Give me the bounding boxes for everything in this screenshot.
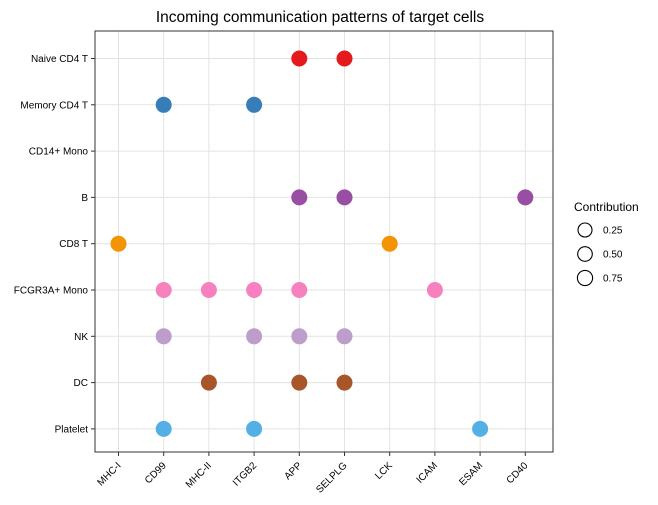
data-point [291, 282, 308, 298]
y-tick-label: CD8 T [59, 239, 88, 250]
legend-label: 0.50 [603, 250, 623, 261]
y-tick-label: B [81, 193, 88, 204]
data-points [110, 50, 534, 437]
data-point [246, 96, 263, 113]
x-tick-label: MHC-II [184, 460, 214, 490]
x-tick-label: CD40 [505, 460, 531, 486]
plot-panel-border [94, 30, 554, 453]
grid-lines [95, 31, 553, 452]
data-point [336, 328, 353, 345]
y-tick-label: Naive CD4 T [31, 54, 88, 65]
data-point [246, 328, 263, 345]
y-tick-label: CD14+ Mono [29, 147, 89, 158]
data-point [110, 235, 127, 252]
chart-title: Incoming communication patterns of targe… [156, 9, 484, 26]
x-tick-label: ITGB2 [231, 460, 260, 489]
data-point [155, 328, 172, 345]
data-point [517, 189, 534, 206]
x-axis: MHC-I CD99 MHC-II ITGB2 APP SELPLG LCK ICAM ESAM… [95, 452, 531, 496]
data-point [200, 282, 217, 298]
y-tick-label: Platelet [55, 424, 89, 435]
data-point [200, 374, 217, 391]
x-tick-label: SELPLG [314, 460, 349, 495]
data-point [336, 50, 353, 67]
legend-label: 0.25 [603, 226, 623, 237]
x-tick-label: ICAM [415, 460, 440, 485]
data-point [291, 50, 308, 67]
x-tick-label: APP [282, 460, 304, 482]
data-point [291, 328, 308, 345]
y-tick-label: DC [74, 378, 88, 389]
data-point [472, 420, 489, 437]
y-tick-label: FCGR3A+ Mono [14, 286, 89, 297]
data-point [336, 189, 353, 206]
legend-title: Contribution [574, 200, 639, 214]
data-point [155, 420, 172, 437]
x-tick-label: CD99 [143, 460, 169, 486]
y-axis: Naive CD4 T Memory CD4 T CD14+ Mono B CD8 T F… [14, 54, 95, 435]
data-point [246, 282, 263, 298]
x-tick-label: MHC-I [95, 460, 123, 488]
data-point [246, 420, 263, 437]
y-tick-label: Memory CD4 T [20, 100, 88, 111]
legend-key [576, 269, 594, 287]
x-tick-label: ESAM [457, 460, 485, 488]
legend: Contribution 0.25 0.50 0.75 [574, 200, 639, 287]
legend-key [577, 222, 593, 238]
y-tick-label: NK [74, 332, 88, 343]
data-point [291, 189, 308, 206]
legend-label: 0.75 [603, 274, 623, 285]
data-point [155, 96, 172, 113]
data-point [291, 374, 308, 391]
data-point [155, 282, 172, 298]
legend-key [577, 246, 593, 262]
data-point [336, 374, 353, 391]
x-tick-label: LCK [373, 460, 395, 482]
data-point [426, 282, 443, 298]
data-point [381, 235, 398, 252]
